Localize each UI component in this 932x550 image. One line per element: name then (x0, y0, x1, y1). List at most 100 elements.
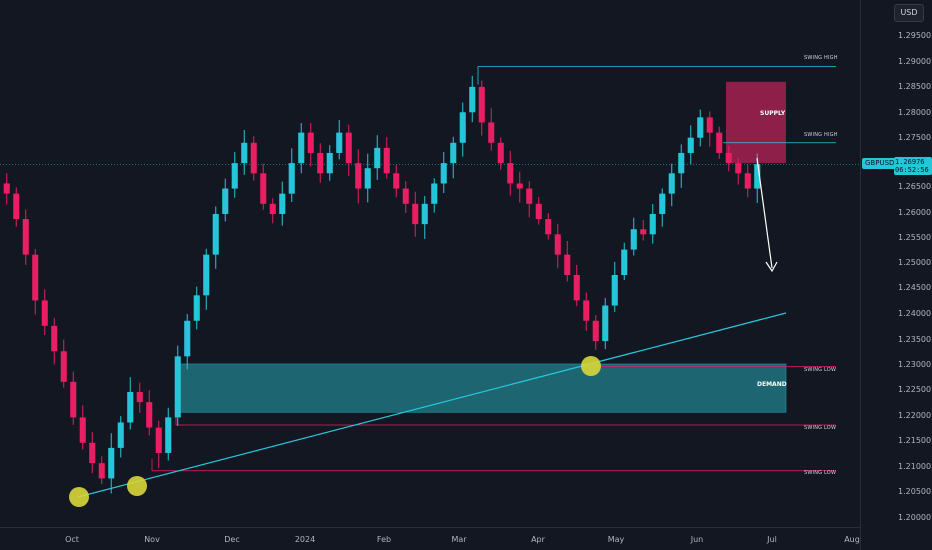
candle-body (649, 213, 656, 235)
symbol-tag: GBPUSD (862, 158, 898, 169)
candle-body (364, 168, 371, 189)
price-axis-label: 1.21500 (898, 436, 932, 445)
supply-zone (726, 81, 786, 164)
last-price-tag: 1.26976 06:52:56 (894, 157, 932, 175)
candle-body (374, 147, 381, 169)
candle-body (355, 163, 362, 189)
bar-countdown: 06:52:56 (895, 166, 929, 174)
candle-body (269, 203, 276, 214)
candle-body (326, 152, 333, 174)
price-axis-label: 1.24500 (898, 283, 932, 292)
candle-body (602, 305, 609, 342)
candle-body (89, 442, 96, 464)
candle-body (288, 163, 295, 194)
price-axis-divider (860, 0, 861, 550)
time-axis-label: May (607, 535, 625, 544)
candle-body (345, 132, 352, 164)
swing-low-label: SWING LOW (804, 425, 837, 431)
projection-arrow (756, 157, 773, 269)
candle-body (412, 203, 419, 225)
candle-body (706, 117, 713, 133)
candle-body (735, 163, 742, 174)
time-axis-label: Apr (531, 535, 545, 544)
price-axis-label: 1.29000 (898, 57, 932, 66)
candle-body (260, 173, 267, 204)
supply-zone-label: SUPPLY (760, 110, 786, 117)
candle-body (212, 213, 219, 255)
candle-body (744, 173, 751, 189)
candle-body (573, 274, 580, 301)
candle-body (611, 274, 618, 306)
swing-high-label: SWING HIGH (804, 132, 838, 138)
swing-low-label: SWING LOW (804, 470, 837, 476)
candle-body (184, 320, 191, 357)
candle-body (592, 320, 599, 342)
price-axis-label: 1.23500 (898, 335, 932, 344)
currency-button[interactable]: USD (894, 4, 924, 22)
candle-body (630, 229, 637, 250)
candle-body (393, 173, 400, 189)
candle-body (488, 122, 495, 143)
price-axis-label: 1.26000 (898, 208, 932, 217)
price-axis-label: 1.21000 (898, 462, 932, 471)
price-axis-label: 1.26500 (898, 182, 932, 191)
candle-body (336, 132, 343, 153)
candle-body (754, 164, 761, 189)
candle-body (621, 249, 628, 275)
price-axis-label: 1.22000 (898, 411, 932, 420)
time-axis-label: Nov (144, 535, 160, 544)
candle-body (725, 152, 732, 164)
candle-body (136, 391, 143, 403)
swing-point-marker (69, 487, 89, 507)
candle-body (678, 152, 685, 174)
time-axis-label: Jul (767, 535, 777, 544)
price-axis-label: 1.20500 (898, 487, 932, 496)
candle-body (469, 86, 476, 113)
candle-body (241, 142, 248, 164)
candle-body (697, 117, 704, 138)
candle-body (554, 234, 561, 255)
candle-body (564, 254, 571, 275)
candle-body (659, 193, 666, 214)
time-axis-label: Feb (376, 535, 392, 544)
candle-body (117, 422, 124, 448)
swing-high-label: SWING HIGH (804, 55, 838, 61)
candle-body (526, 188, 533, 204)
price-axis-label: 1.25500 (898, 233, 932, 242)
candle-body (687, 137, 694, 153)
price-axis-label: 1.22500 (898, 385, 932, 394)
price-axis-label: 1.27500 (898, 133, 932, 142)
candle-body (450, 142, 457, 164)
candle-body (307, 132, 314, 153)
swing-point-marker (581, 356, 601, 376)
swing-low-label: SWING LOW (804, 367, 837, 373)
projection-arrow-head (765, 261, 778, 273)
candle-body (317, 152, 324, 174)
candle-body (155, 427, 162, 453)
candle-body (497, 142, 504, 164)
price-axis-label: 1.24000 (898, 309, 932, 318)
candle-body (13, 193, 20, 220)
candle-body (250, 142, 257, 174)
candle-body (146, 402, 153, 428)
time-axis-divider (0, 527, 860, 528)
candle-body (222, 188, 229, 214)
candle-body (193, 295, 200, 321)
time-axis-label: Jun (690, 535, 704, 544)
time-axis-label: Dec (224, 535, 240, 544)
time-axis-label: Mar (451, 535, 467, 544)
candle-body (716, 132, 723, 153)
candle-body (545, 219, 552, 235)
candle-body (165, 417, 172, 453)
price-axis-label: 1.28000 (898, 108, 932, 117)
price-axis-label: 1.25000 (898, 258, 932, 267)
candle-body (459, 112, 466, 143)
price-axis-label: 1.29500 (898, 31, 932, 40)
candle-body (79, 417, 86, 443)
candle-body (507, 163, 514, 184)
candle-body (32, 254, 39, 301)
candle-body (231, 163, 238, 189)
candle-body (402, 188, 409, 204)
